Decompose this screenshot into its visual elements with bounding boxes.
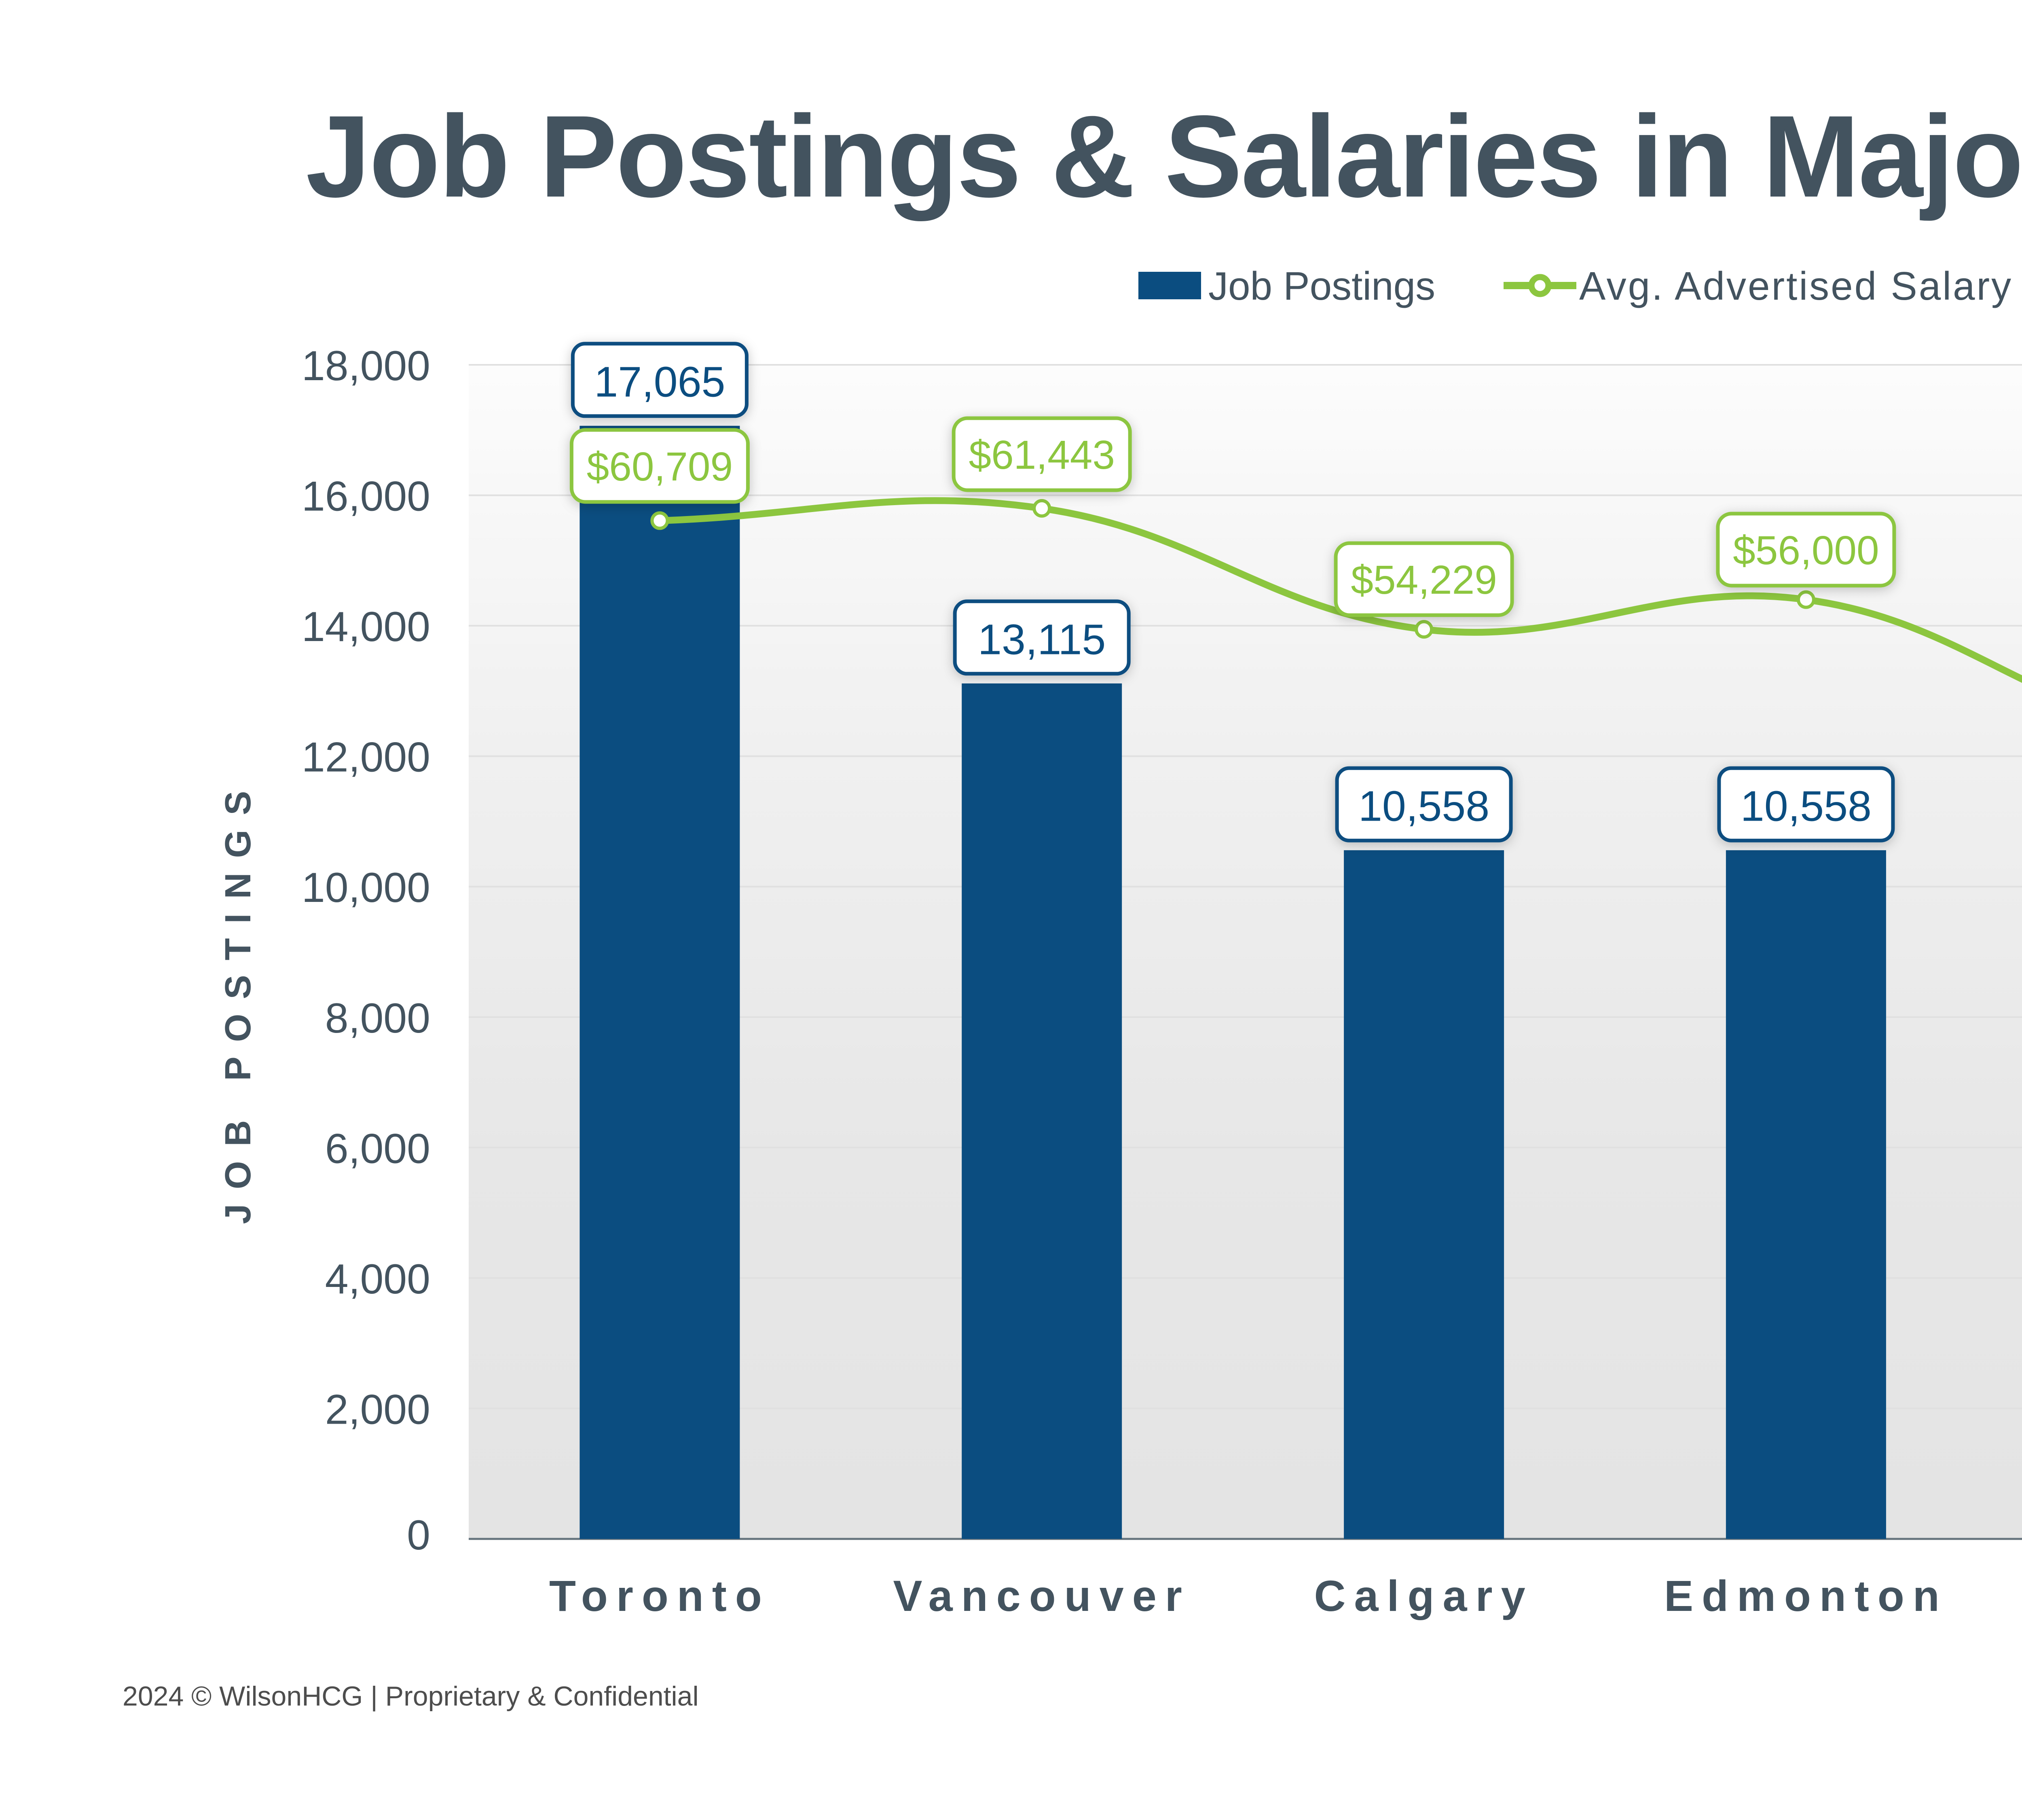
svg-text:Avg. Advertised Salary (CAD): Avg. Advertised Salary (CAD) (1579, 264, 2022, 308)
svg-text:13,115: 13,115 (978, 616, 1106, 663)
svg-text:10,000: 10,000 (302, 864, 430, 911)
svg-text:2,000: 2,000 (325, 1386, 430, 1433)
svg-text:$61,443: $61,443 (969, 432, 1115, 478)
svg-text:$56,000: $56,000 (1733, 528, 1879, 573)
svg-text:8,000: 8,000 (325, 995, 430, 1042)
svg-text:0: 0 (407, 1512, 430, 1559)
svg-text:Job Postings: Job Postings (1208, 264, 1435, 308)
svg-text:16,000: 16,000 (302, 473, 430, 520)
svg-text:Job Postings & Salaries in Maj: Job Postings & Salaries in Major Canadia… (306, 91, 2022, 222)
svg-text:18,000: 18,000 (302, 343, 430, 389)
svg-text:17,065: 17,065 (594, 358, 725, 406)
svg-text:JOB POSTINGS: JOB POSTINGS (218, 776, 258, 1224)
svg-text:Edmonton: Edmonton (1664, 1571, 1948, 1620)
svg-text:Vancouver: Vancouver (893, 1571, 1191, 1620)
svg-text:14,000: 14,000 (302, 603, 430, 650)
svg-text:$54,229: $54,229 (1351, 557, 1497, 603)
svg-text:6,000: 6,000 (325, 1125, 430, 1172)
svg-text:$60,709: $60,709 (587, 444, 733, 489)
svg-text:Toronto: Toronto (549, 1571, 770, 1620)
svg-text:2024 © WilsonHCG | Proprietary: 2024 © WilsonHCG | Proprietary & Confide… (123, 1681, 699, 1712)
svg-text:12,000: 12,000 (302, 734, 430, 781)
svg-text:Calgary: Calgary (1314, 1571, 1533, 1620)
svg-text:10,558: 10,558 (1358, 783, 1489, 830)
svg-text:4,000: 4,000 (325, 1256, 430, 1303)
svg-text:10,558: 10,558 (1741, 783, 1872, 830)
